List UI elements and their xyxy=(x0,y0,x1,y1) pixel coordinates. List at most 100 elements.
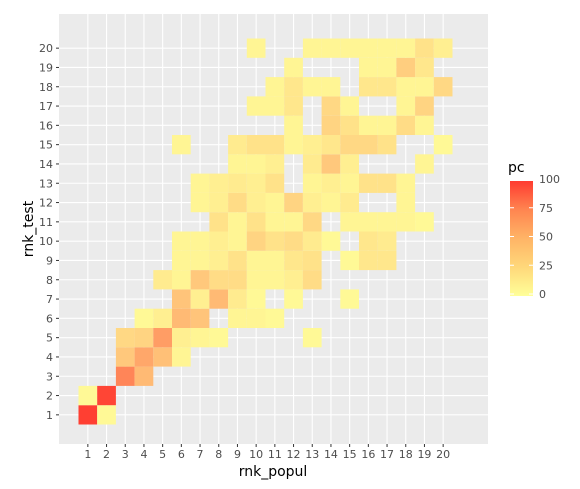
x-tick-label: 8 xyxy=(215,448,222,461)
heatmap-cell xyxy=(228,270,247,290)
y-tick-label: 7 xyxy=(46,293,53,306)
heatmap-cell xyxy=(209,289,229,309)
heatmap-cell xyxy=(396,57,416,78)
heatmap-cell xyxy=(228,192,247,213)
heatmap-cell xyxy=(153,270,172,290)
heatmap-cell xyxy=(246,289,266,309)
heatmap-cell xyxy=(209,270,229,290)
y-tick-label: 3 xyxy=(46,370,53,383)
heatmap-cell xyxy=(340,96,359,116)
heatmap-cell xyxy=(190,173,210,193)
heatmap-cell xyxy=(172,347,191,367)
heatmap-cell xyxy=(415,115,434,135)
heatmap-cell xyxy=(396,115,416,135)
heatmap-cell xyxy=(302,212,322,232)
heatmap-cell xyxy=(340,192,359,213)
heatmap-cell xyxy=(302,77,322,97)
heatmap-cell xyxy=(377,115,397,135)
heatmap-cell xyxy=(228,289,247,309)
heatmap-cell xyxy=(396,173,416,193)
heatmap-cell xyxy=(321,77,341,97)
heatmap-cell xyxy=(359,77,378,97)
y-tick-label: 19 xyxy=(39,61,53,74)
heatmap-cell xyxy=(153,328,172,348)
heatmap-cell xyxy=(377,212,397,232)
heatmap-cell xyxy=(284,231,303,251)
x-tick-label: 16 xyxy=(361,448,375,461)
heatmap-cell xyxy=(246,38,266,58)
heatmap-cell xyxy=(246,173,266,193)
heatmap-cell xyxy=(209,192,229,213)
x-tick-label: 18 xyxy=(399,448,413,461)
heatmap-cell xyxy=(265,135,285,155)
heatmap-cell xyxy=(190,328,210,348)
heatmap-cell xyxy=(228,231,247,251)
y-tick-label: 17 xyxy=(39,100,53,113)
heatmap-cell xyxy=(359,38,378,58)
heatmap-cell xyxy=(284,96,303,116)
heatmap-cell xyxy=(433,135,453,155)
y-axis-title: rnk_test xyxy=(21,200,37,257)
heatmap-cell xyxy=(265,96,285,116)
heatmap-cell xyxy=(415,77,434,97)
heatmap-cell xyxy=(172,231,191,251)
heatmap-cell xyxy=(377,231,397,251)
heatmap-cell xyxy=(302,250,322,271)
heatmap-cell xyxy=(433,77,453,97)
heatmap-cell xyxy=(265,231,285,251)
x-tick-label: 11 xyxy=(268,448,282,461)
x-tick-label: 2 xyxy=(103,448,110,461)
heatmap-cell xyxy=(396,38,416,58)
heatmap-cell xyxy=(228,212,247,232)
heatmap-cell xyxy=(172,270,191,290)
heatmap-cell xyxy=(359,231,378,251)
heatmap-cell xyxy=(321,231,341,251)
heatmap-cell xyxy=(415,57,434,78)
y-tick-label: 14 xyxy=(39,158,53,171)
heatmap-cell xyxy=(302,328,322,348)
y-tick-label: 9 xyxy=(46,254,53,267)
x-tick-label: 12 xyxy=(287,448,301,461)
heatmap-cell xyxy=(321,173,341,193)
heatmap-cell xyxy=(265,308,285,328)
heatmap-cell xyxy=(340,154,359,174)
heatmap-cell xyxy=(340,115,359,135)
heatmap-cell xyxy=(340,135,359,155)
x-tick-label: 10 xyxy=(249,448,263,461)
x-tick-label: 4 xyxy=(140,448,147,461)
heatmap-cell xyxy=(396,96,416,116)
legend-colorbar xyxy=(510,181,533,296)
heatmap-cell xyxy=(265,192,285,213)
heatmap-cell xyxy=(190,289,210,309)
heatmap-cell xyxy=(265,212,285,232)
heatmap-cell xyxy=(172,308,191,328)
y-tick-label: 8 xyxy=(46,274,53,287)
x-axis-ticks: 1 2 3 4 5 6 7 8 9 10 11 12 13 14 15 16 17 18 19 20 xyxy=(84,444,450,461)
heatmap-cell xyxy=(359,250,378,271)
heatmap-cell xyxy=(115,347,135,367)
x-tick-label: 5 xyxy=(159,448,166,461)
legend-tick-label: 75 xyxy=(539,202,553,215)
heatmap-cell xyxy=(302,192,322,213)
y-tick-label: 18 xyxy=(39,81,53,94)
heatmap-cell xyxy=(321,154,341,174)
heatmap-cell xyxy=(302,135,322,155)
heatmap-cell xyxy=(415,38,434,58)
heatmap-cell xyxy=(246,308,266,328)
y-tick-label: 2 xyxy=(46,390,53,403)
heatmap-cell xyxy=(153,308,172,328)
heatmap-cell xyxy=(228,135,247,155)
heatmap-cell xyxy=(321,38,341,58)
heatmap-cell xyxy=(321,192,341,213)
heatmap-cell xyxy=(321,96,341,116)
heatmap-cell xyxy=(246,212,266,232)
x-tick-label: 14 xyxy=(324,448,338,461)
heatmap-cell xyxy=(134,366,154,386)
y-tick-label: 13 xyxy=(39,177,53,190)
heatmap-cell xyxy=(415,96,434,116)
heatmap-cell xyxy=(433,38,453,58)
heatmap-cell xyxy=(246,250,266,271)
heatmap-cell xyxy=(228,250,247,271)
heatmap-cell xyxy=(321,135,341,155)
